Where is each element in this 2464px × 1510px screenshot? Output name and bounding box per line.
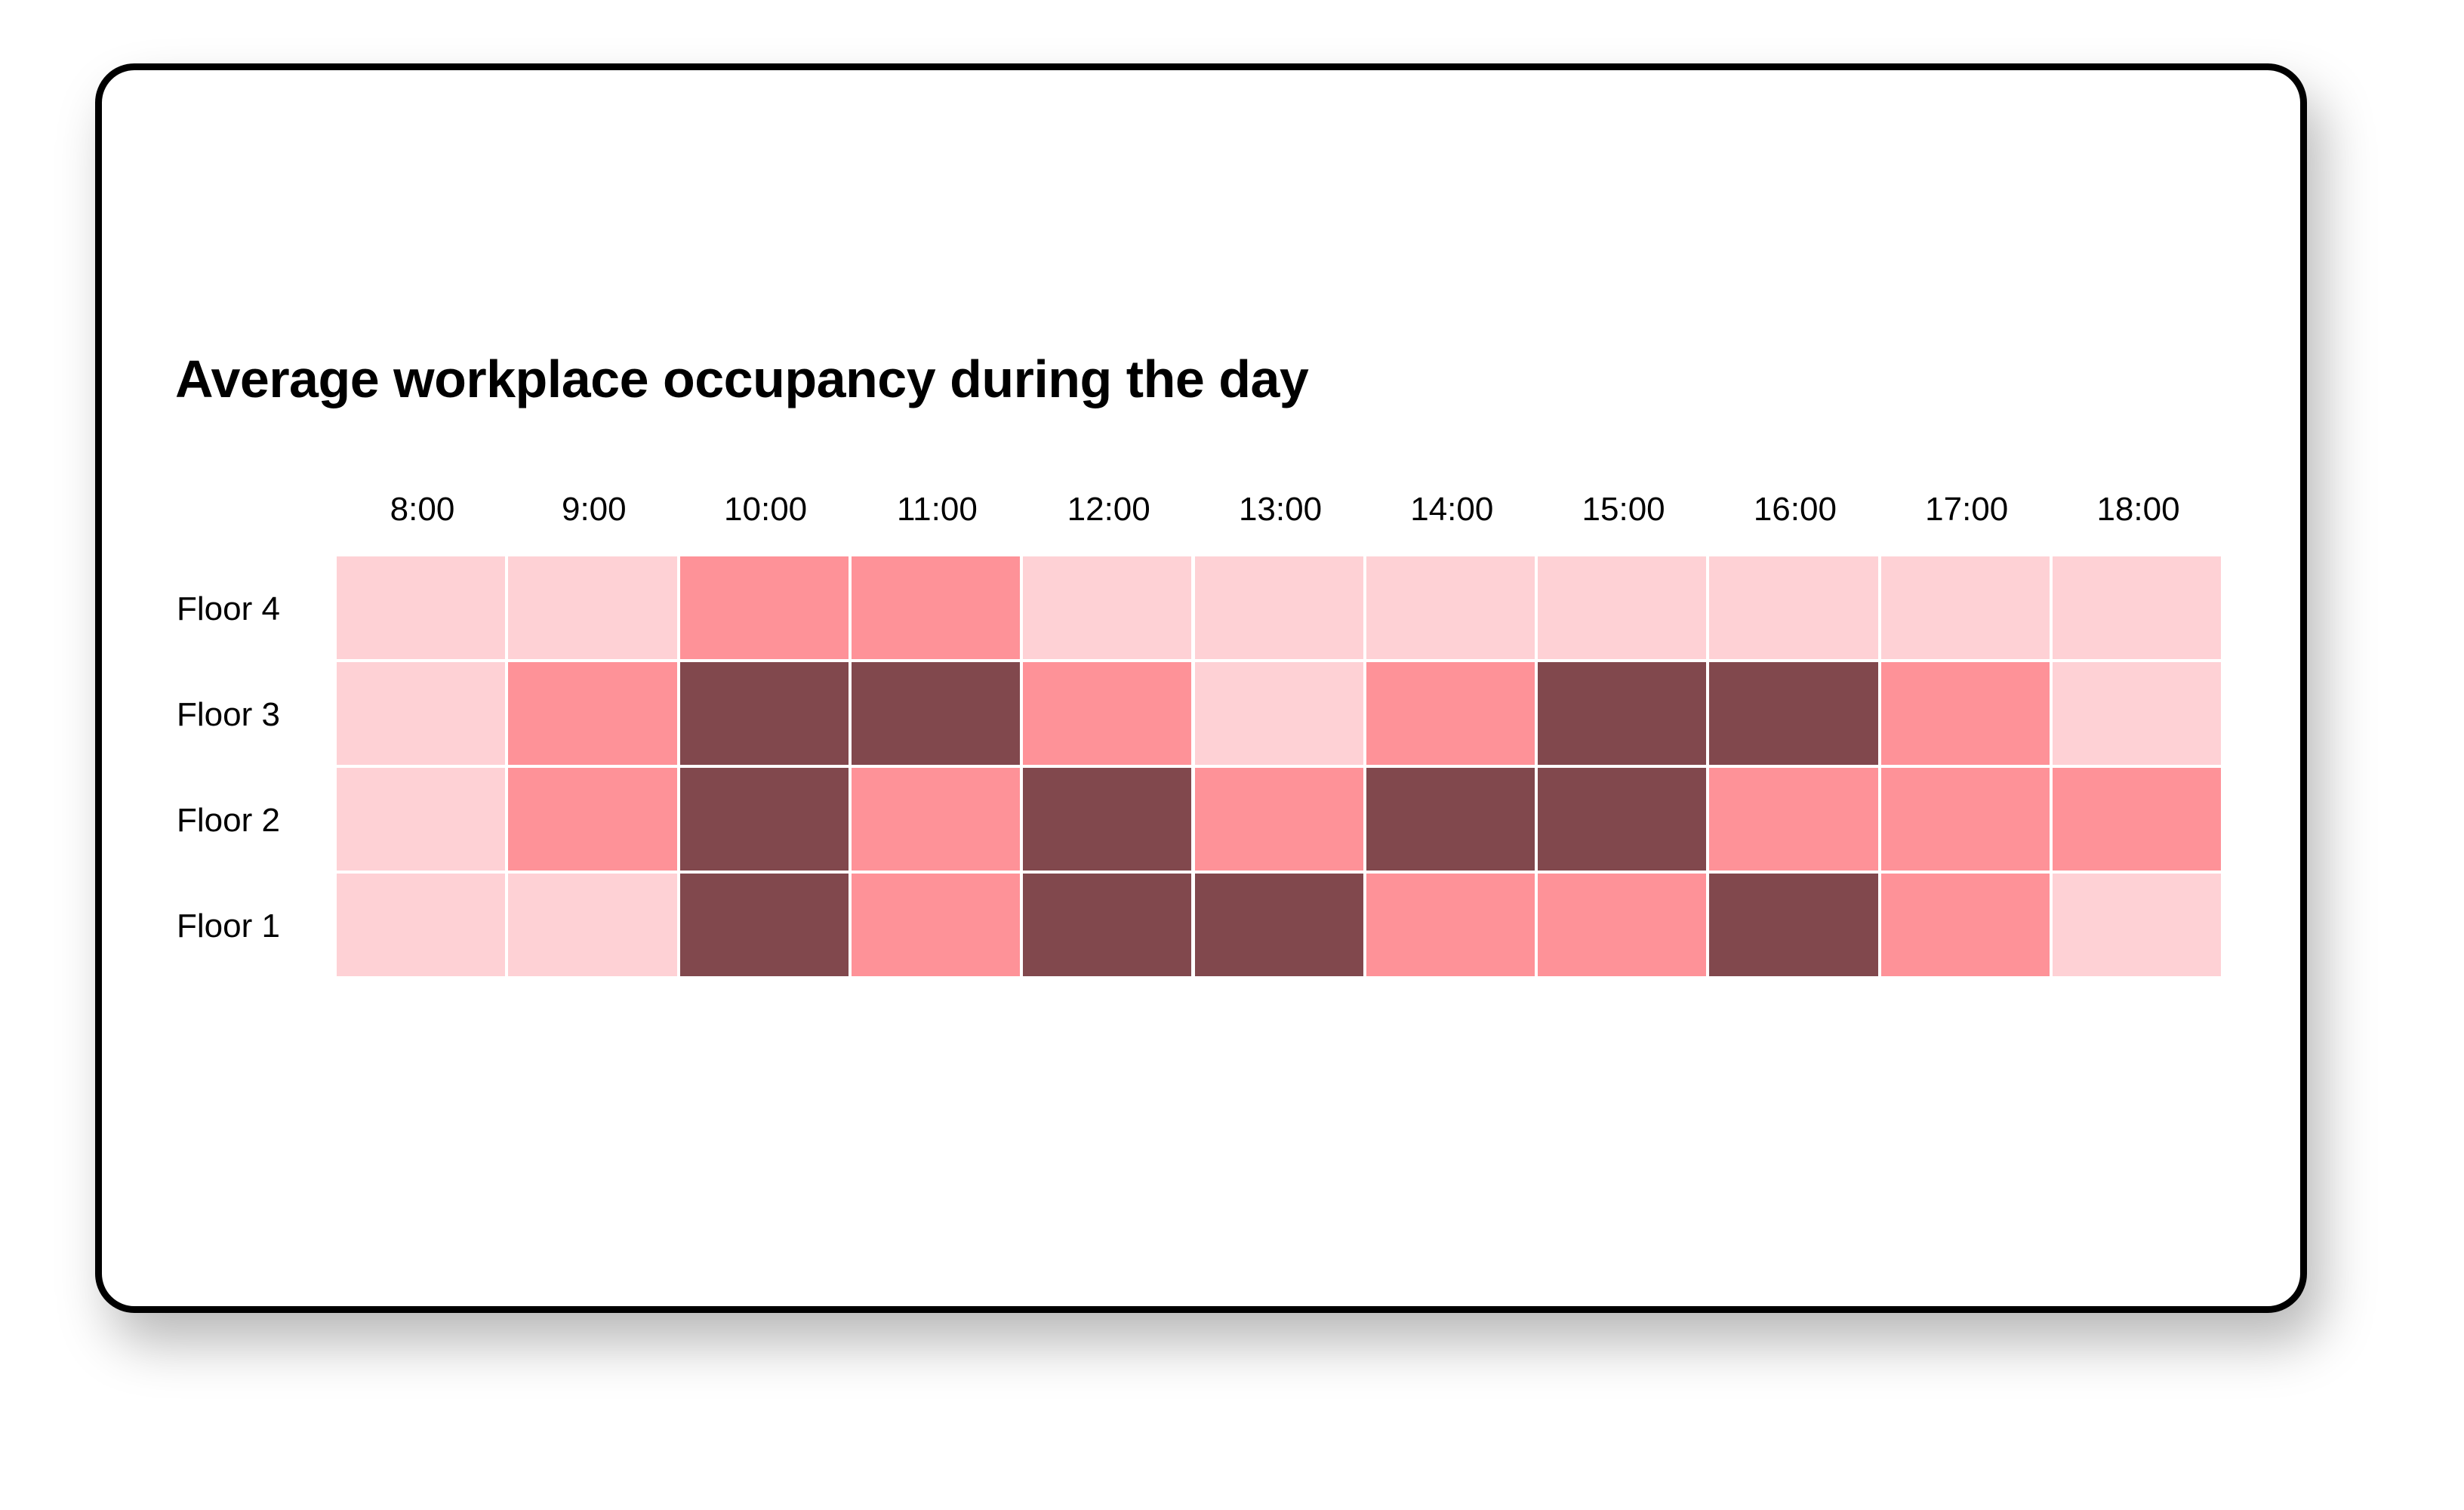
heatmap-cell [1366, 556, 1535, 659]
row-label: Floor 4 [177, 590, 280, 627]
heatmap-cell [1194, 556, 1363, 659]
heatmap-cell [1880, 556, 2050, 659]
heatmap-cell [2053, 556, 2222, 659]
heatmap-cell [1194, 874, 1363, 976]
heatmap-cell [1880, 768, 2050, 871]
heatmap-cell [1709, 874, 1878, 976]
heatmap-cell [1538, 874, 1707, 976]
heatmap-cell [1194, 662, 1363, 765]
column-label: 17:00 [1925, 491, 2009, 528]
chart-title: Average workplace occupancy during the d… [175, 350, 1309, 408]
heatmap-cell [508, 874, 677, 976]
column-label: 11:00 [896, 491, 978, 528]
column-label: 18:00 [2096, 491, 2180, 528]
heatmap-cell [508, 662, 677, 765]
heatmap-cell [1023, 662, 1192, 765]
heatmap-cell [2053, 874, 2222, 976]
heatmap-cell [1194, 768, 1363, 871]
heatmap-cell [679, 874, 849, 976]
heatmap-cell [679, 556, 849, 659]
column-label: 16:00 [1753, 491, 1837, 528]
heatmap-cell [1709, 662, 1878, 765]
heatmap-cell [679, 662, 849, 765]
heatmap-cell [851, 874, 1021, 976]
row-label: Floor 1 [177, 908, 280, 945]
column-label: 15:00 [1582, 491, 1665, 528]
column-label: 9:00 [561, 491, 627, 528]
heatmap-cell [1709, 556, 1878, 659]
column-label: 14:00 [1410, 491, 1494, 528]
row-label: Floor 2 [177, 802, 280, 839]
heatmap-cell [851, 556, 1021, 659]
heatmap-cell [1709, 768, 1878, 871]
column-label: 10:00 [724, 491, 808, 528]
heatmap-cell [337, 662, 506, 765]
column-label: 13:00 [1238, 491, 1323, 528]
heatmap-cell [1538, 662, 1707, 765]
heatmap-cell [1366, 874, 1535, 976]
heatmap-cell [1538, 768, 1707, 871]
heatmap-cell [1023, 768, 1192, 871]
heatmap-cell [1023, 556, 1192, 659]
heatmap-cell [1880, 874, 2050, 976]
heatmap-cell [851, 768, 1021, 871]
heatmap-cell [1366, 768, 1535, 871]
row-label: Floor 3 [177, 696, 280, 733]
column-label: 12:00 [1067, 491, 1150, 528]
heatmap-cell [679, 768, 849, 871]
heatmap-cell [1366, 662, 1535, 765]
heatmap-cell [1880, 662, 2050, 765]
heatmap-cell [508, 556, 677, 659]
heatmap-cell [2053, 768, 2222, 871]
column-label: 8:00 [390, 491, 455, 528]
heatmap-cell [1538, 556, 1707, 659]
heatmap-cell [337, 556, 506, 659]
heatmap-cell [337, 874, 506, 976]
heatmap-cell [337, 768, 506, 871]
heatmap-cell [2053, 662, 2222, 765]
heatmap-cell [508, 768, 677, 871]
heatmap-cell [1023, 874, 1192, 976]
heatmap-cell [851, 662, 1021, 765]
